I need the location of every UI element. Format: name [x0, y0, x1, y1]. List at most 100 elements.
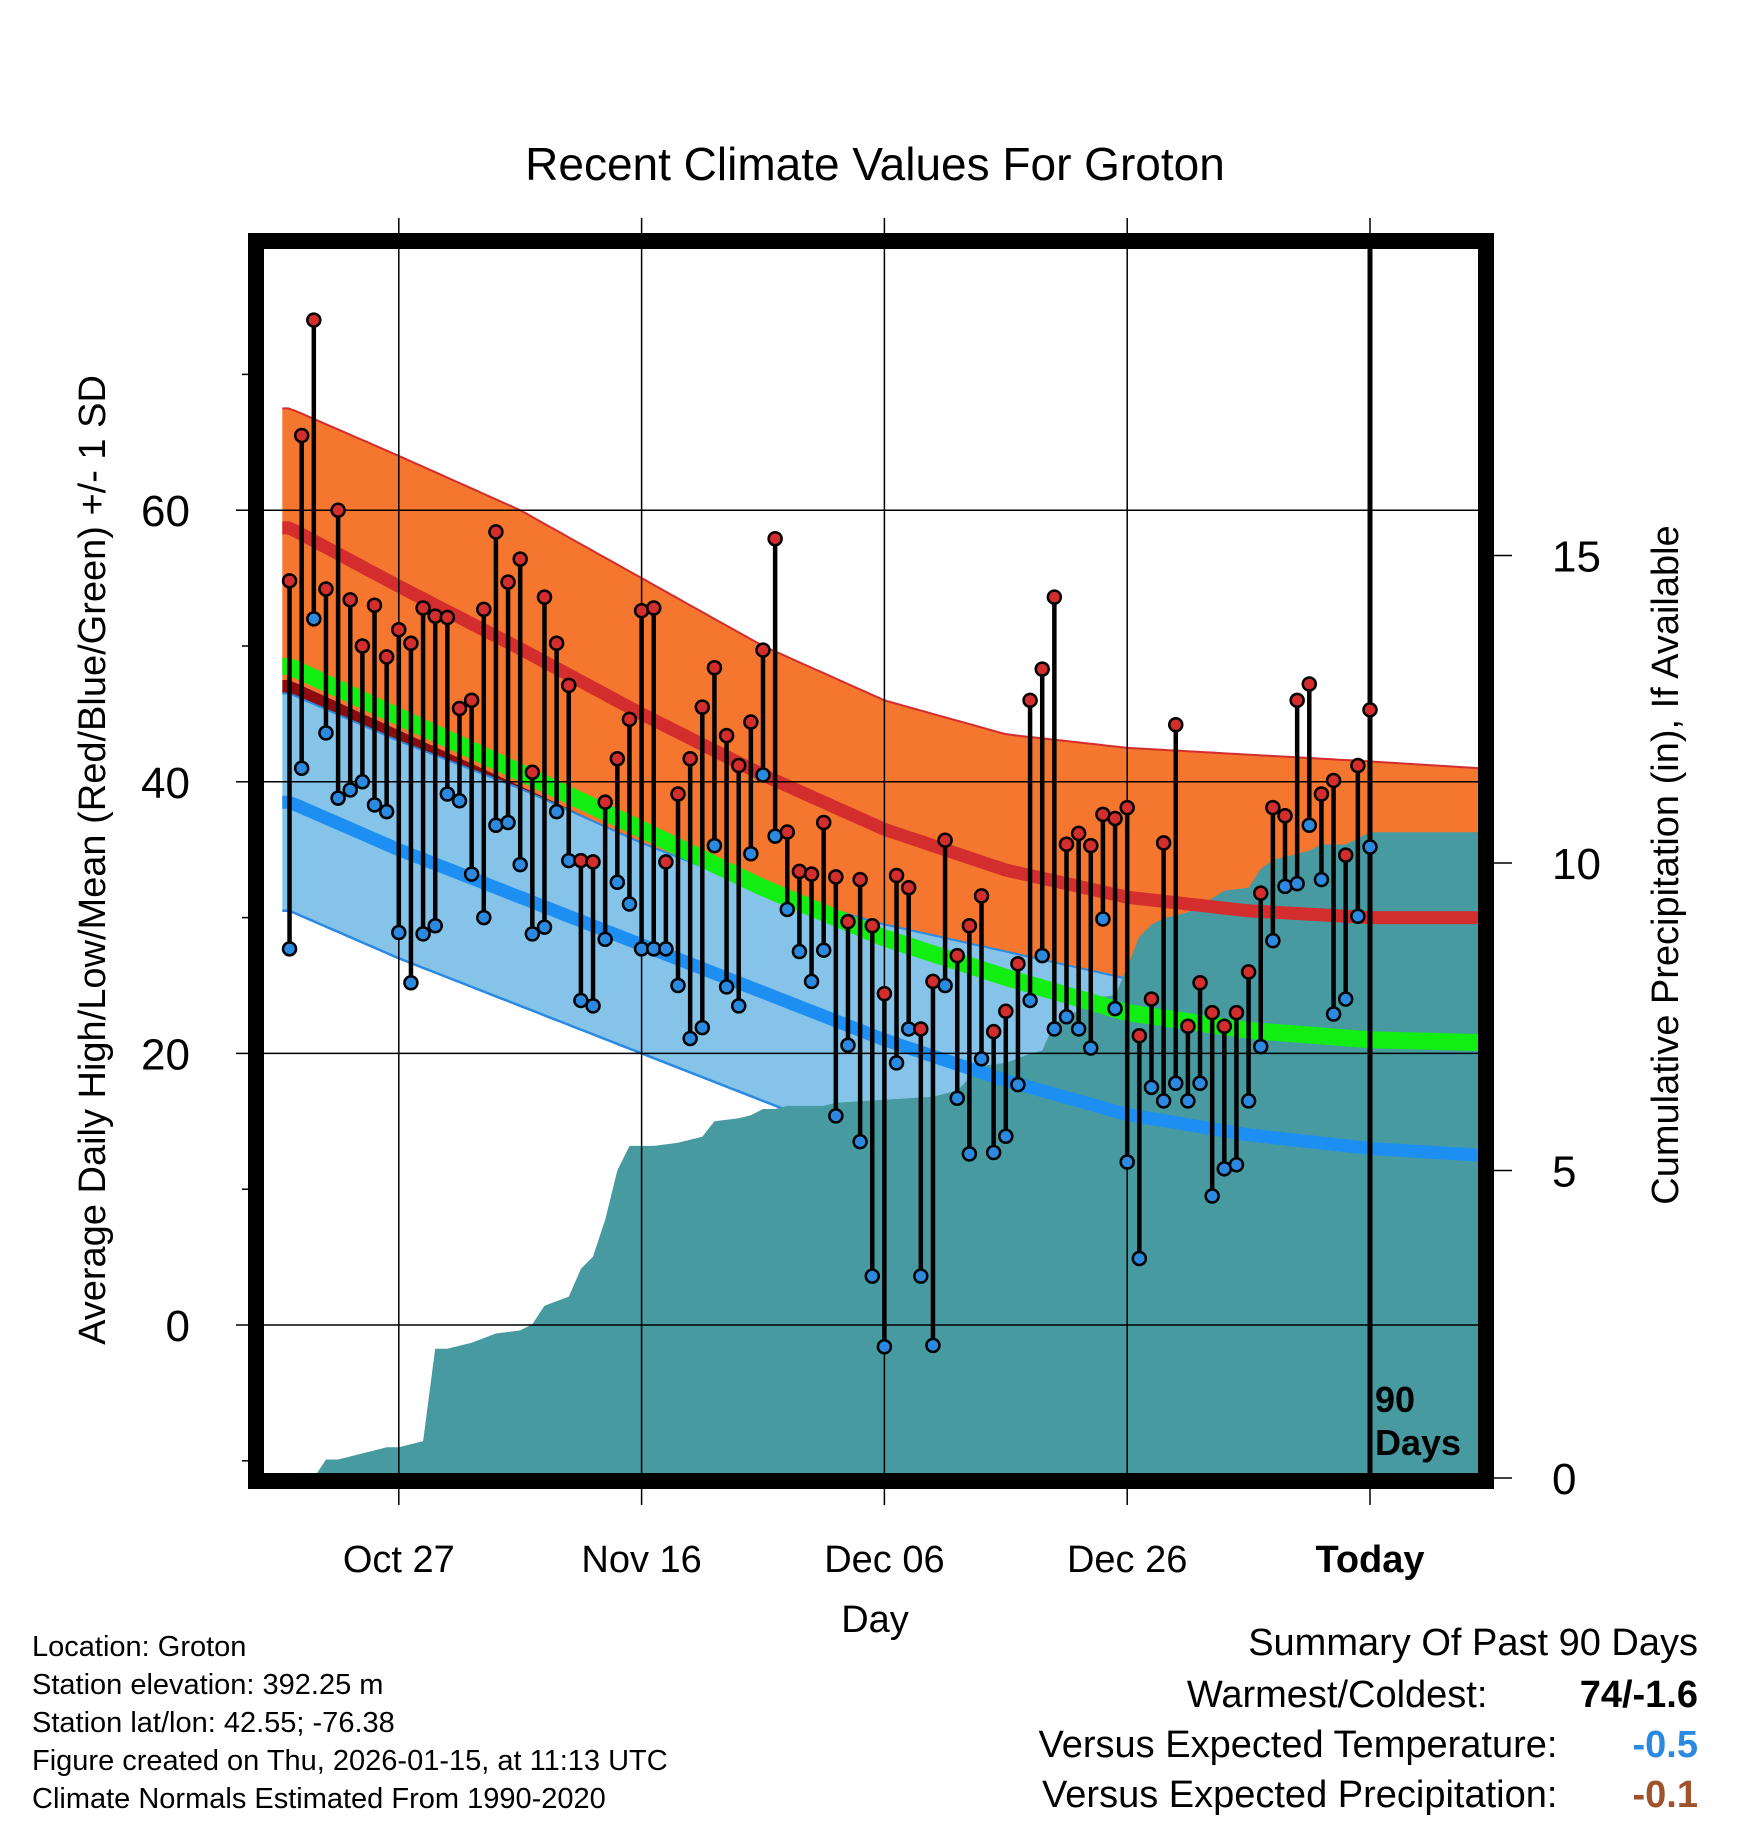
low-temp-point [318, 725, 334, 741]
low-temp-point [1337, 991, 1354, 1007]
low-temp-point [1034, 947, 1050, 964]
high-temp-point [779, 824, 796, 840]
low-temp-point [864, 1268, 881, 1284]
low-temp-point [573, 992, 589, 1009]
low-temp-point [1204, 1188, 1220, 1204]
low-temp-point [366, 797, 383, 813]
low-temp-point [670, 977, 686, 994]
low-temp-point [1289, 875, 1305, 892]
low-temp-point [512, 856, 528, 873]
low-temp-point [403, 975, 419, 991]
high-temp-point [524, 764, 541, 781]
low-temp-point [1192, 1075, 1208, 1092]
high-temp-point [743, 714, 759, 730]
summary-precip-label: Versus Expected Precipitation: [1042, 1774, 1558, 1816]
low-temp-point [755, 767, 771, 783]
low-temp-point [609, 874, 626, 891]
high-temp-point [633, 602, 650, 619]
high-temp-point [694, 699, 711, 715]
low-temp-point [342, 782, 358, 798]
high-temp-point [1240, 964, 1257, 980]
high-temp-point [900, 879, 917, 896]
high-temp-point [1155, 835, 1172, 851]
low-temp-point [1119, 1154, 1135, 1170]
low-temp-point [1107, 1000, 1123, 1017]
high-temp-point [512, 551, 528, 567]
high-temp-point [463, 692, 480, 709]
low-temp-point [597, 931, 613, 948]
high-temp-point [767, 530, 783, 547]
low-temp-point [524, 926, 541, 942]
high-temp-point [985, 1023, 1002, 1040]
low-temp-point [463, 866, 480, 882]
low-temp-point [718, 979, 735, 995]
y2-tick-label: 15 [1552, 533, 1601, 582]
high-temp-point [876, 985, 893, 1002]
low-temp-point [439, 786, 456, 802]
high-temp-point [561, 677, 577, 694]
high-temp-point [1070, 825, 1087, 842]
low-temp-point [840, 1037, 856, 1054]
high-temp-point [718, 727, 735, 744]
high-temp-point [1034, 661, 1050, 677]
high-temp-point [1337, 847, 1354, 863]
low-temp-point [427, 917, 443, 934]
high-temp-point [1216, 1018, 1233, 1034]
high-temp-point [1362, 702, 1378, 718]
high-temp-point [1131, 1027, 1148, 1044]
low-temp-point [585, 998, 601, 1014]
high-temp-point [1265, 799, 1281, 816]
low-temp-point [937, 977, 953, 994]
high-temp-point [815, 814, 832, 831]
high-temp-point [1022, 692, 1038, 709]
summary-warmest-value: 74/-1.6 [1579, 1674, 1698, 1716]
low-temp-point [488, 817, 504, 834]
precip-area [315, 832, 1480, 1475]
summary-temp-row: Versus Expected Temperature: -0.5 [1039, 1724, 1698, 1767]
low-temp-point [973, 1051, 990, 1067]
high-temp-point [378, 649, 395, 665]
high-temp-point [597, 794, 613, 810]
high-temp-point [451, 700, 468, 717]
summary-warmest-row: Warmest/Coldest: 74/-1.6 [1187, 1674, 1698, 1717]
high-temp-point [488, 524, 504, 540]
x-tick-label: Dec 06 [824, 1539, 944, 1581]
low-temp-point [1095, 911, 1111, 927]
low-temp-point [391, 924, 407, 941]
station-info: Location: Groton Station elevation: 392.… [32, 1628, 668, 1818]
low-temp-point [743, 846, 759, 862]
low-temp-point [779, 901, 796, 918]
high-temp-point [403, 635, 419, 652]
low-temp-point [1362, 839, 1378, 855]
low-temp-point [706, 837, 723, 854]
high-temp-point [1107, 810, 1123, 827]
high-temp-point [500, 574, 516, 590]
low-temp-point [293, 760, 310, 776]
summary-temp-label: Versus Expected Temperature: [1038, 1724, 1558, 1766]
high-temp-point [342, 592, 358, 608]
low-temp-point [1277, 878, 1293, 895]
low-temp-point [803, 973, 820, 990]
plot-frame [248, 233, 1494, 1489]
low-temp-point [876, 1338, 893, 1355]
low-temp-point [730, 998, 747, 1014]
low-temp-point [1083, 1040, 1099, 1056]
low-temp-point [694, 1019, 711, 1036]
low-temp-point [621, 896, 638, 912]
high-temp-point [354, 638, 371, 654]
low-temp-point [354, 774, 371, 790]
low-temp-point [1180, 1093, 1196, 1109]
high-temp-point [1350, 757, 1366, 774]
high-temp-point [293, 427, 310, 444]
low-temp-point [1131, 1250, 1148, 1267]
high-temp-point [730, 757, 747, 774]
y2-tick-label: 5 [1552, 1148, 1576, 1197]
high-temp-point [536, 589, 553, 605]
high-temp-point [548, 635, 565, 652]
low-temp-point [306, 611, 322, 627]
high-temp-point [1325, 772, 1342, 789]
high-temp-point [1180, 1018, 1196, 1034]
low-temp-point [1046, 1021, 1063, 1037]
low-temp-point [378, 803, 395, 820]
